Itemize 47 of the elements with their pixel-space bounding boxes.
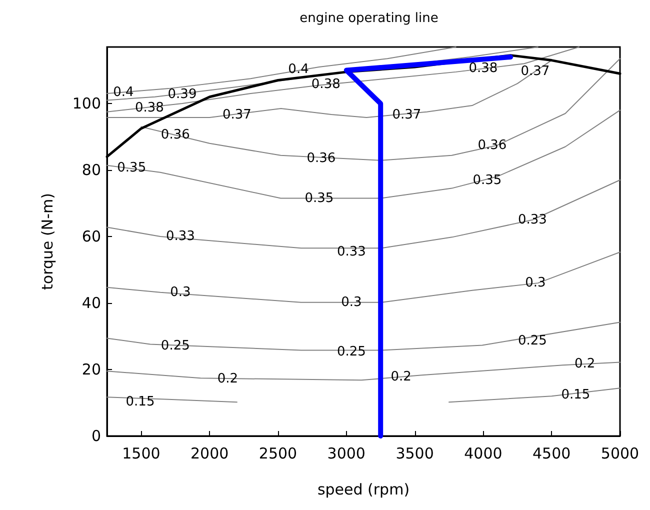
annotation: 0.4 bbox=[288, 62, 309, 77]
annotation: 0.36 bbox=[160, 128, 190, 143]
annotation: 0.35 bbox=[117, 160, 146, 176]
annotation: 0.38 bbox=[311, 77, 340, 92]
annotation: 0.3 bbox=[341, 294, 362, 310]
x-tick-label: 3500 bbox=[396, 444, 434, 462]
annotation: 0.25 bbox=[336, 344, 366, 360]
y-tick-label: 20 bbox=[82, 360, 101, 379]
y-axis-title: torque (N-m) bbox=[38, 193, 56, 290]
x-tick-label: 1500 bbox=[122, 444, 160, 462]
y-tick-label: 80 bbox=[82, 161, 101, 180]
y-tick-label: 100 bbox=[72, 94, 101, 113]
annotation: 0.37 bbox=[222, 108, 252, 123]
x-tick-label: 3000 bbox=[327, 444, 366, 462]
annotation: 0.36 bbox=[306, 150, 336, 166]
annotation: 0.2 bbox=[217, 371, 238, 386]
chart-title: engine operating line bbox=[300, 11, 438, 26]
annotation: 0.37 bbox=[520, 64, 550, 80]
annotation: 0.35 bbox=[304, 190, 334, 206]
annotation: 0.33 bbox=[336, 244, 366, 260]
annotation: 0.15 bbox=[126, 394, 155, 410]
y-tick-label: 40 bbox=[82, 294, 101, 312]
y-tick-label: 0 bbox=[91, 427, 101, 445]
y-tick-label: 60 bbox=[82, 228, 101, 246]
line-series bbox=[106, 60, 552, 118]
annotation: 0.3 bbox=[170, 284, 191, 300]
annotation: 0.25 bbox=[518, 334, 547, 349]
annotation: 0.25 bbox=[160, 338, 190, 354]
annotation: 0.3 bbox=[525, 276, 546, 291]
annotation: 0.38 bbox=[134, 100, 164, 116]
annotation: 0.38 bbox=[468, 61, 498, 76]
annotation: 0.35 bbox=[472, 172, 502, 188]
annotation: 0.2 bbox=[390, 369, 412, 384]
annotation: 0.4 bbox=[113, 85, 134, 100]
annotation: 0.37 bbox=[392, 108, 422, 123]
annotation: 0.2 bbox=[574, 356, 596, 372]
annotation: 0.39 bbox=[168, 87, 197, 102]
annotation: 0.15 bbox=[561, 388, 590, 403]
x-tick-label: 5000 bbox=[600, 444, 640, 462]
x-tick-label: 4500 bbox=[532, 444, 571, 462]
annotation: 0.33 bbox=[518, 212, 547, 228]
x-tick-label: 2500 bbox=[258, 444, 298, 462]
x-tick-label: 2000 bbox=[190, 444, 229, 462]
x-tick-label: 4000 bbox=[464, 444, 502, 462]
x-axis-title: speed (rpm) bbox=[317, 480, 410, 498]
annotation: 0.36 bbox=[478, 138, 507, 153]
annotation: 0.33 bbox=[166, 229, 195, 244]
